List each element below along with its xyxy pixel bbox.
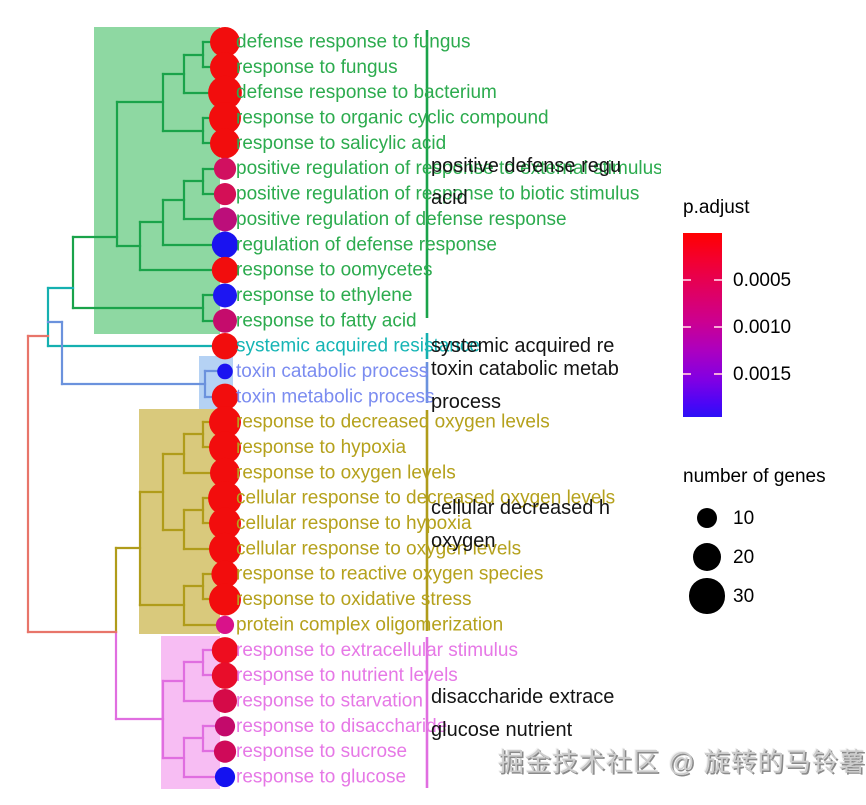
term-dot xyxy=(211,560,239,588)
leaf-label: systemic acquired resistance xyxy=(236,336,480,357)
term-dot xyxy=(215,615,235,635)
term-dot xyxy=(213,688,237,713)
leaf-label: response to fatty acid xyxy=(236,310,417,331)
term-dot xyxy=(210,52,240,83)
gene-size-label: 10 xyxy=(733,508,755,529)
term-dot xyxy=(209,406,241,439)
enrichment-dots xyxy=(208,27,242,788)
leaf-label: response to oxygen levels xyxy=(236,462,456,483)
gene-size-label: 30 xyxy=(733,586,755,607)
leaf-label: response to glucose xyxy=(236,767,406,788)
term-dot xyxy=(211,637,239,664)
leaf-label: toxin metabolic process xyxy=(236,386,435,407)
term-dot xyxy=(213,283,237,308)
leaf-label: positive regulation of defense response xyxy=(236,209,567,230)
legend-genes: number of genes 10 20 30 xyxy=(683,466,863,636)
leaf-label: response to hypoxia xyxy=(236,437,406,458)
term-dot xyxy=(209,583,241,616)
gradient-tick-mark xyxy=(683,326,691,329)
term-dot xyxy=(208,481,242,516)
cluster-rect-nutrient-response xyxy=(161,636,220,789)
leaf-label: cellular response to hypoxia xyxy=(236,513,472,534)
leaf-label: defense response to bacterium xyxy=(236,82,497,103)
leaf-label: cellular response to decreased oxygen le… xyxy=(236,488,615,509)
cluster-tag-nutrient-response: disaccharide extrace xyxy=(431,686,614,708)
leaf-label: cellular response to oxygen levels xyxy=(236,538,521,559)
term-dot xyxy=(209,102,241,135)
gradient-tick-label: 0.0005 xyxy=(733,269,792,291)
leaf-labels: defense response to fungus response to fu… xyxy=(236,32,663,788)
dendrogram-edges xyxy=(26,40,227,779)
term-dot xyxy=(210,128,240,159)
gradient-tick-mark xyxy=(683,278,691,281)
leaf-label: response to ethylene xyxy=(236,285,412,306)
term-dot xyxy=(210,27,240,57)
term-dot xyxy=(211,256,239,284)
leaf-label: response to fungus xyxy=(236,57,398,78)
leaf-label: response to organic cyclic compound xyxy=(236,108,549,129)
leaf-label: protein complex oligomerization xyxy=(236,614,503,635)
term-dot xyxy=(211,231,239,258)
cluster-tag-labels: positive defense regu acid systemic acquir… xyxy=(431,155,621,741)
term-dot xyxy=(211,332,239,360)
gradient-tick-label: 0.0015 xyxy=(733,363,792,385)
cluster-tag-toxin-process: process xyxy=(431,391,501,413)
watermark: 掘金技术社区 @ 旋转的马铃薯干 xyxy=(498,747,866,777)
term-dot xyxy=(213,308,237,333)
leaf-label: positive regulation of response to bioti… xyxy=(236,184,639,205)
padjust-gradient-bar xyxy=(683,233,722,417)
leaf-label: response to decreased oxygen levels xyxy=(236,412,550,433)
legend-padjust: p.adjust 0.0005 0.0010 0.0015 xyxy=(683,197,863,437)
term-dot xyxy=(217,363,233,380)
gene-size-dot xyxy=(689,578,725,614)
cluster-rect-oxygen-response xyxy=(139,409,220,634)
gradient-tick-label: 0.0010 xyxy=(733,317,792,339)
gradient-tick-mark xyxy=(714,372,722,375)
gene-size-label: 20 xyxy=(733,547,755,568)
leaf-label: response to oxidative stress xyxy=(236,589,472,610)
leaf-label: response to reactive oxygen species xyxy=(236,564,543,585)
legend-genes-title: number of genes xyxy=(683,466,826,487)
cluster-tag-oxygen-response: cellular decreased h xyxy=(431,497,610,519)
leaf-label: response to nutrient levels xyxy=(236,665,458,686)
term-dot xyxy=(209,507,241,540)
leaf-label: response to oomycetes xyxy=(236,260,432,281)
term-dot xyxy=(209,532,241,565)
term-dot xyxy=(213,740,237,763)
cluster-tag-oxygen-response: oxygen xyxy=(431,530,496,552)
term-dot xyxy=(214,766,236,788)
leaf-label: response to disaccharide xyxy=(236,716,447,737)
cluster-tag-nutrient-response: glucose nutrient xyxy=(431,719,573,741)
leaf-label: response to starvation xyxy=(236,690,423,711)
term-dot xyxy=(211,383,239,411)
gradient-tick-mark xyxy=(714,278,722,281)
leaf-label: defense response to fungus xyxy=(236,32,471,53)
cluster-tag-toxin-process: toxin catabolic metab xyxy=(431,358,619,380)
term-dot xyxy=(208,75,242,110)
term-dot xyxy=(211,662,239,689)
gene-size-dot xyxy=(692,542,722,572)
term-dot xyxy=(209,431,241,464)
cluster-tag-defense-response: positive defense regu xyxy=(431,155,621,177)
cluster-tag-systemic-acquired: systemic acquired re xyxy=(431,335,614,357)
legend-padjust-title: p.adjust xyxy=(683,197,750,218)
term-dot xyxy=(214,716,236,737)
term-dot xyxy=(213,182,237,206)
leaf-label: positive regulation of response to exter… xyxy=(236,158,663,179)
gradient-tick-mark xyxy=(683,372,691,375)
leaf-label: response to sucrose xyxy=(236,741,407,762)
leaf-label: response to salicylic acid xyxy=(236,133,446,154)
term-dot xyxy=(213,207,237,232)
gradient-tick-mark xyxy=(714,326,722,329)
cluster-tag-defense-response: acid xyxy=(431,187,468,209)
leaf-label: response to extracellular stimulus xyxy=(236,640,518,661)
term-dot xyxy=(213,157,237,180)
term-dot xyxy=(210,457,240,488)
gene-size-dot xyxy=(696,507,718,529)
leaf-label: toxin catabolic process xyxy=(236,361,428,382)
leaf-label: regulation of defense response xyxy=(236,234,497,255)
